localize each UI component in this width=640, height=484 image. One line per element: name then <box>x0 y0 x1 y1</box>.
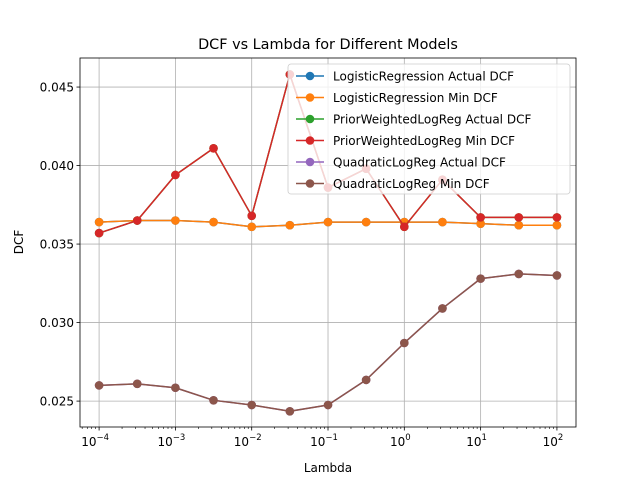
x-tick-exponent: −1 <box>325 433 338 443</box>
x-tick-exponent: 0 <box>405 433 410 443</box>
y-axis-ticks: 0.025 0.030 0.035 0.040 0.045 <box>40 80 80 408</box>
legend-marker-swatch <box>305 157 315 167</box>
legend-entry-label: LogisticRegression Min DCF <box>333 91 498 105</box>
data-point <box>285 406 295 416</box>
x-tick-label: 10−4 <box>81 433 109 449</box>
x-tick-exponent: 2 <box>558 433 563 443</box>
x-tick-exponent: −3 <box>173 433 186 443</box>
data-point <box>247 400 257 410</box>
data-point <box>132 216 142 225</box>
x-tick-label: 10−1 <box>310 433 338 449</box>
chart-title: DCF vs Lambda for Different Models <box>198 37 458 53</box>
x-tick-exponent: −4 <box>96 433 109 443</box>
data-point <box>514 269 524 279</box>
data-point <box>247 211 257 221</box>
y-tick-label: 0.035 <box>40 237 74 251</box>
data-point <box>94 217 104 227</box>
data-point <box>552 271 562 280</box>
data-point <box>476 219 485 228</box>
data-point <box>171 383 180 393</box>
x-tick-label: 10−2 <box>234 433 262 449</box>
legend-marker-swatch <box>305 93 315 102</box>
legend-box <box>287 63 571 195</box>
legend-marker-swatch <box>305 71 315 81</box>
data-point <box>209 143 218 153</box>
x-tick-base: 10 <box>234 435 249 449</box>
data-point <box>438 304 447 313</box>
data-point <box>209 217 218 227</box>
legend-entry-label: QuadraticLogReg Min DCF <box>333 177 490 191</box>
data-point <box>514 220 524 230</box>
data-point <box>247 222 257 232</box>
data-point <box>285 220 295 230</box>
data-point <box>209 396 218 405</box>
legend-marker-swatch <box>305 179 315 188</box>
x-tick-label: 102 <box>543 433 564 449</box>
x-tick-label: 100 <box>390 433 411 449</box>
data-point <box>400 338 409 348</box>
data-point <box>552 220 562 230</box>
x-tick-base: 10 <box>157 435 172 449</box>
x-tick-base: 10 <box>390 435 405 449</box>
legend: LogisticRegression Actual DCF LogisticReg… <box>287 63 571 195</box>
y-tick-label: 0.040 <box>40 159 74 173</box>
legend-marker-swatch <box>305 136 315 145</box>
x-tick-label: 101 <box>466 433 487 449</box>
x-tick-exponent: 1 <box>482 433 487 443</box>
x-tick-base: 10 <box>543 435 558 449</box>
data-point <box>476 274 485 283</box>
y-tick-label: 0.030 <box>40 316 74 330</box>
data-point <box>361 217 371 227</box>
x-axis-label: Lambda <box>304 461 352 475</box>
series-group <box>94 269 562 416</box>
data-point <box>323 400 333 410</box>
data-point <box>323 217 333 227</box>
legend-entry-label: QuadraticLogReg Actual DCF <box>333 155 506 169</box>
x-tick-base: 10 <box>466 435 481 449</box>
y-axis-label: DCF <box>12 230 26 255</box>
y-tick-label: 0.045 <box>40 80 74 94</box>
x-tick-exponent: −2 <box>249 433 262 443</box>
x-tick-base: 10 <box>310 435 325 449</box>
x-tick-label: 10−3 <box>157 433 185 449</box>
legend-entry-label: LogisticRegression Actual DCF <box>333 69 514 83</box>
legend-entry-label: PriorWeightedLogReg Min DCF <box>333 134 515 148</box>
data-point <box>171 216 180 225</box>
data-point <box>552 213 562 222</box>
y-tick-label: 0.025 <box>40 394 74 408</box>
x-tick-base: 10 <box>81 435 96 449</box>
legend-entry-label: PriorWeightedLogReg Actual DCF <box>333 112 531 126</box>
data-point <box>400 222 409 232</box>
x-axis-ticks: 10−4 10−3 10−2 10−1 100 101 102 <box>81 427 563 449</box>
data-point <box>171 170 180 180</box>
data-point <box>438 217 447 227</box>
data-point <box>94 228 104 238</box>
data-point <box>132 379 142 389</box>
data-point <box>94 381 104 390</box>
data-point <box>476 213 485 222</box>
data-point <box>514 213 524 222</box>
legend-marker-swatch <box>305 114 315 124</box>
data-point <box>361 375 371 385</box>
